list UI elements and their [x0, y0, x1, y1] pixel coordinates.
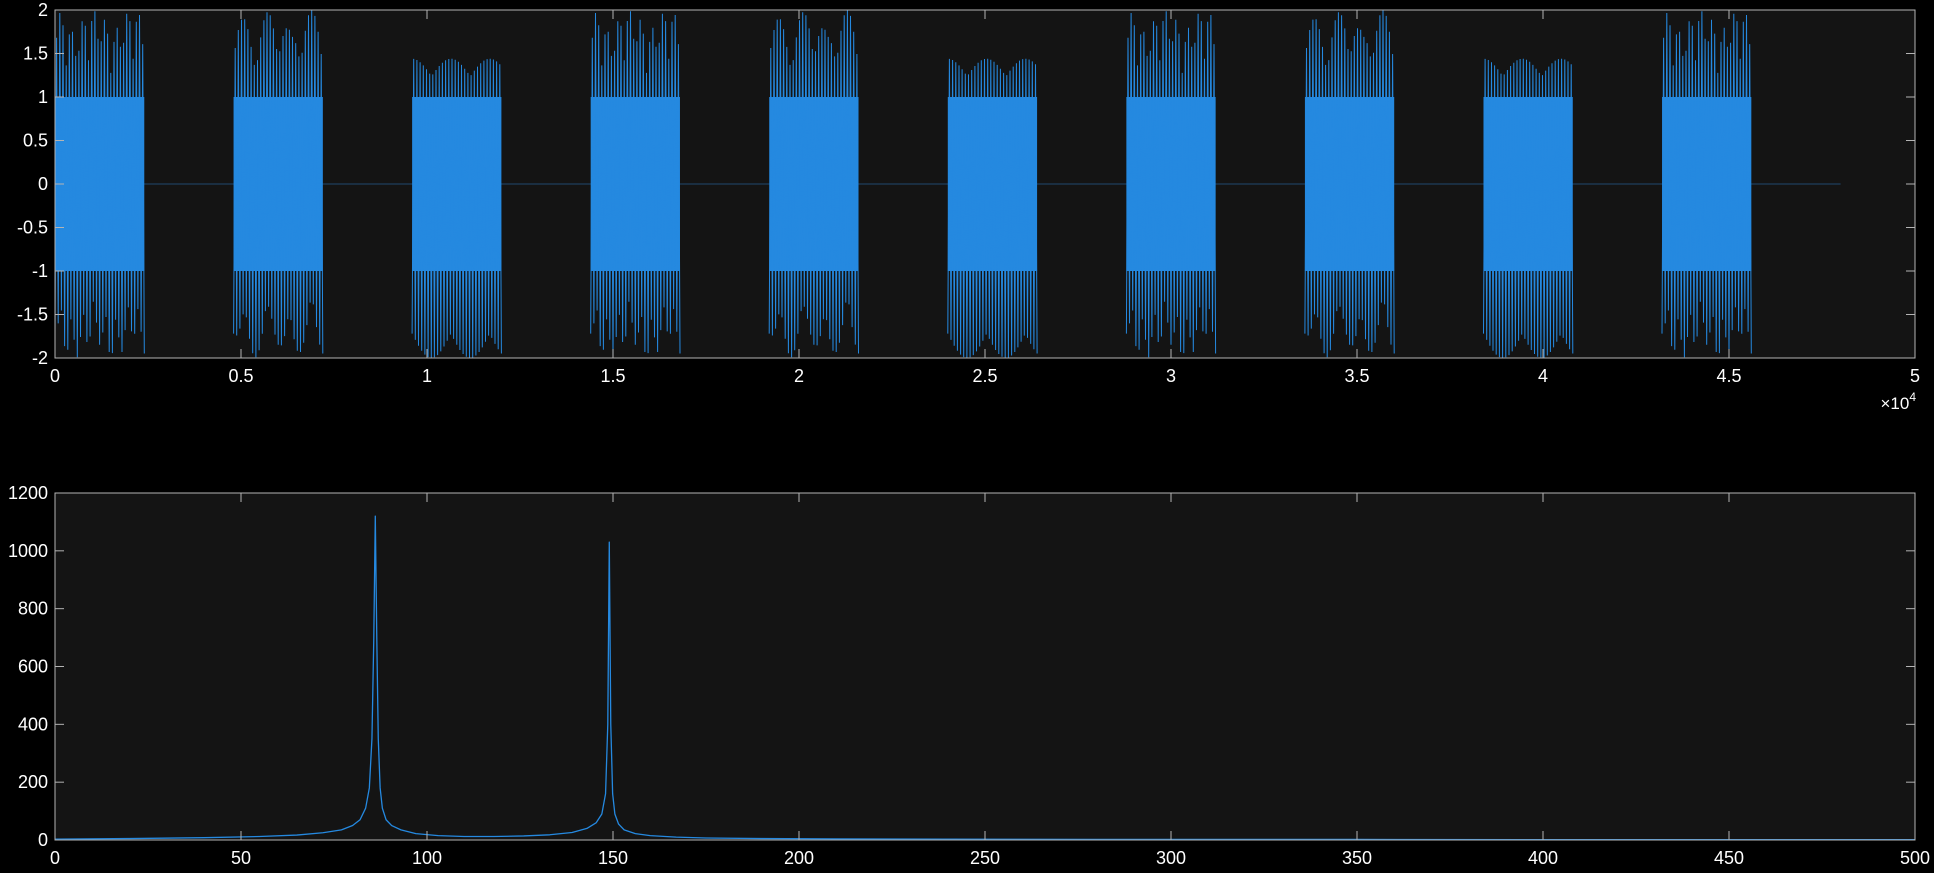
axes-background: [55, 493, 1915, 840]
signal-burst: [590, 11, 681, 358]
y-tick-label: 200: [18, 772, 48, 792]
y-tick-label: 800: [18, 599, 48, 619]
y-tick-label: 600: [18, 657, 48, 677]
burst-oscillation: [1661, 11, 1752, 358]
signal-burst: [411, 58, 502, 359]
y-tick-label: -2: [32, 348, 48, 368]
y-tick-label: -1.5: [17, 305, 48, 325]
x-tick-label: 4: [1538, 366, 1548, 386]
signal-burst: [1304, 9, 1395, 358]
x-tick-label: 450: [1714, 848, 1744, 868]
x-tick-label: 0: [50, 848, 60, 868]
x-tick-label: 5: [1910, 366, 1920, 386]
x-tick-label: 400: [1528, 848, 1558, 868]
x-tick-label: 300: [1156, 848, 1186, 868]
x-tick-label: 150: [598, 848, 628, 868]
y-tick-labels: -2 -1.5 -1 -0.5 0 0.5 1 1.5 2: [17, 0, 48, 368]
y-tick-label: 1: [38, 87, 48, 107]
signal-burst: [1661, 11, 1752, 358]
plot-area: [54, 515, 1915, 841]
time-domain-axes: 0 0.5 1 1.5 2 2.5 3 3.5 4 4.5 5 -2 -1.5 -1 -0.5 0 0.5 1 1…: [17, 0, 1920, 413]
spectrum-line: [54, 515, 1915, 841]
burst-oscillation: [1125, 11, 1217, 358]
burst-oscillation: [1304, 9, 1395, 358]
y-tick-label: 0.5: [23, 131, 48, 151]
signal-burst: [233, 9, 324, 358]
burst-oscillation: [411, 58, 502, 359]
y-tick-label: -1: [32, 261, 48, 281]
signal-burst: [1483, 58, 1574, 359]
y-tick-labels: 0 200 400 600 800 1000 1200: [8, 483, 48, 850]
x-tick-label: 250: [970, 848, 1000, 868]
signal-burst: [947, 58, 1038, 359]
y-tick-label: 1000: [8, 541, 48, 561]
y-tick-label: 2: [38, 0, 48, 20]
burst-oscillation: [233, 9, 324, 358]
x-tick-label: 50: [231, 848, 251, 868]
plot-area: [54, 9, 1841, 359]
x-tick-label: 500: [1900, 848, 1930, 868]
y-tick-label: 0: [38, 830, 48, 850]
x-tick-label: 1.5: [600, 366, 625, 386]
x-tick-label: 100: [412, 848, 442, 868]
x-tick-label: 4.5: [1716, 366, 1741, 386]
burst-oscillation: [1483, 58, 1574, 359]
signal-burst: [1125, 11, 1217, 358]
axes-frame: [54, 9, 1916, 359]
x-axis-exponent-power: 4: [1909, 390, 1916, 404]
x-tick-label: 2.5: [972, 366, 997, 386]
y-tick-label: -0.5: [17, 218, 48, 238]
y-tick-label: 1.5: [23, 44, 48, 64]
x-tick-label: 200: [784, 848, 814, 868]
axes-frame: [54, 492, 1916, 841]
y-tick-label: 0: [38, 174, 48, 194]
x-tick-label: 0.5: [228, 366, 253, 386]
burst-oscillation: [768, 9, 859, 358]
signal-burst: [768, 9, 859, 358]
x-tick-label: 3.5: [1344, 366, 1369, 386]
burst-oscillation: [54, 11, 145, 358]
x-tick-label: 2: [794, 366, 804, 386]
frequency-spectrum-axes: 0 50 100 150 200 250 300 350 400 450 500 0 200 400 60…: [8, 483, 1930, 868]
x-tick-label: 3: [1166, 366, 1176, 386]
burst-oscillation: [947, 58, 1038, 359]
x-tick-label: 1: [422, 366, 432, 386]
signal-burst: [54, 11, 145, 358]
x-axis-exponent-base: ×10: [1880, 394, 1909, 413]
burst-oscillation: [590, 11, 681, 358]
x-tick-labels: 0 50 100 150 200 250 300 350 400 450 500: [50, 848, 1930, 868]
x-axis-exponent: ×104: [1880, 390, 1916, 413]
x-tick-labels: 0 0.5 1 1.5 2 2.5 3 3.5 4 4.5 5: [50, 366, 1920, 386]
x-tick-label: 350: [1342, 848, 1372, 868]
y-tick-label: 1200: [8, 483, 48, 503]
x-tick-label: 0: [50, 366, 60, 386]
y-tick-label: 400: [18, 714, 48, 734]
